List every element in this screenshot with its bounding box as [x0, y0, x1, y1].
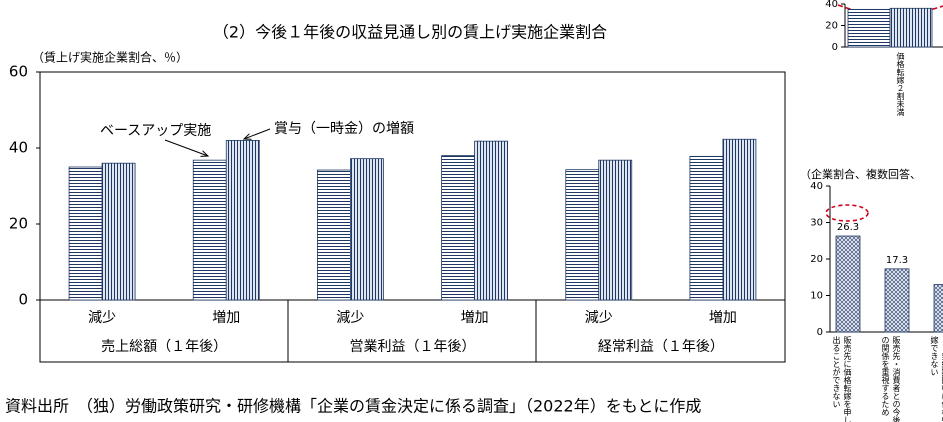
callout-arrow	[164, 139, 208, 156]
y-tick-label: 20	[9, 215, 28, 233]
bar	[884, 268, 910, 333]
y-tick-label: 0	[817, 327, 823, 338]
bar	[835, 235, 861, 333]
y-tick-label: 40	[825, 0, 838, 10]
group-label: 売上総額（１年後）	[101, 339, 227, 355]
group-label: 営業利益（１年後）	[350, 339, 476, 355]
y-axis-label: （企業割合、複数回答、	[800, 167, 921, 181]
bar	[689, 155, 724, 301]
chart-title: （2）今後１年後の収益見通し別の賃上げ実施企業割合	[213, 23, 607, 42]
bar	[192, 159, 227, 301]
x-tick-label: 減少	[88, 309, 116, 326]
x-tick-label: 増加	[461, 310, 489, 326]
x-tick-text: 販売先と契約を結んでおり、契約期間中は価格転嫁できない	[930, 336, 943, 422]
y-tick-label: 20	[810, 254, 823, 265]
bar	[101, 162, 136, 301]
series-callout: ベースアップ実施	[100, 123, 211, 139]
bar	[889, 7, 933, 48]
bar	[225, 139, 260, 301]
bar	[847, 8, 891, 48]
y-tick-label: 30	[810, 218, 823, 229]
x-tick-text: 販売先に価格転嫁を申し出ることができない	[832, 336, 852, 422]
bar	[565, 169, 600, 301]
y-tick-label: 40	[810, 181, 823, 192]
bar	[598, 159, 633, 301]
x-tick-label: 販売先に価格転嫁を申し出ることができない	[832, 336, 852, 422]
source-note: 資料出所 （独）労働政策研究・研修機構「企業の賃金決定に係る調査」（2022年）…	[5, 397, 701, 416]
x-tick-label: 販売先・消費者との今後の関係を重視するため	[881, 336, 901, 422]
x-tick-label: 増加	[709, 310, 737, 326]
x-tick-label: 販売先と契約を結んでおり、契約期間中は価格転嫁できない	[930, 336, 943, 422]
x-tick-label: 減少	[585, 309, 613, 326]
x-tick-label: 増加	[212, 310, 240, 326]
callout-arrow	[244, 128, 271, 139]
x-tick-text: 価格転嫁２割未満	[896, 52, 905, 116]
bar	[441, 155, 475, 301]
bar	[933, 284, 943, 333]
x-tick-label: 価格転嫁２割未満	[896, 52, 905, 116]
highlight-ellipse	[825, 204, 869, 222]
value-label: 26.3	[837, 222, 859, 233]
y-tick-label: 20	[825, 21, 838, 32]
y-tick-label: 10	[810, 291, 823, 302]
series-callout: 賞与（一時金）の増額	[274, 121, 414, 137]
plot-frame	[39, 71, 786, 363]
bar	[722, 138, 757, 301]
bar	[474, 140, 508, 301]
y-tick-label: 0	[832, 42, 838, 53]
y-tick-label: 0	[18, 291, 28, 309]
bar	[350, 158, 384, 301]
y-axis-label: （賃上げ実施企業割合、％）	[32, 50, 188, 65]
group-label: 経常利益（１年後）	[598, 339, 724, 355]
y-tick-label: 40	[9, 139, 28, 157]
x-tick-label: 減少	[336, 309, 364, 326]
y-tick-label: 60	[9, 63, 28, 81]
highlight-curve	[837, 4, 943, 16]
value-label: 17.3	[886, 255, 908, 266]
bar	[317, 169, 351, 301]
bar	[68, 166, 103, 301]
x-tick-text: 販売先・消費者との今後の関係を重視するため	[881, 336, 901, 422]
